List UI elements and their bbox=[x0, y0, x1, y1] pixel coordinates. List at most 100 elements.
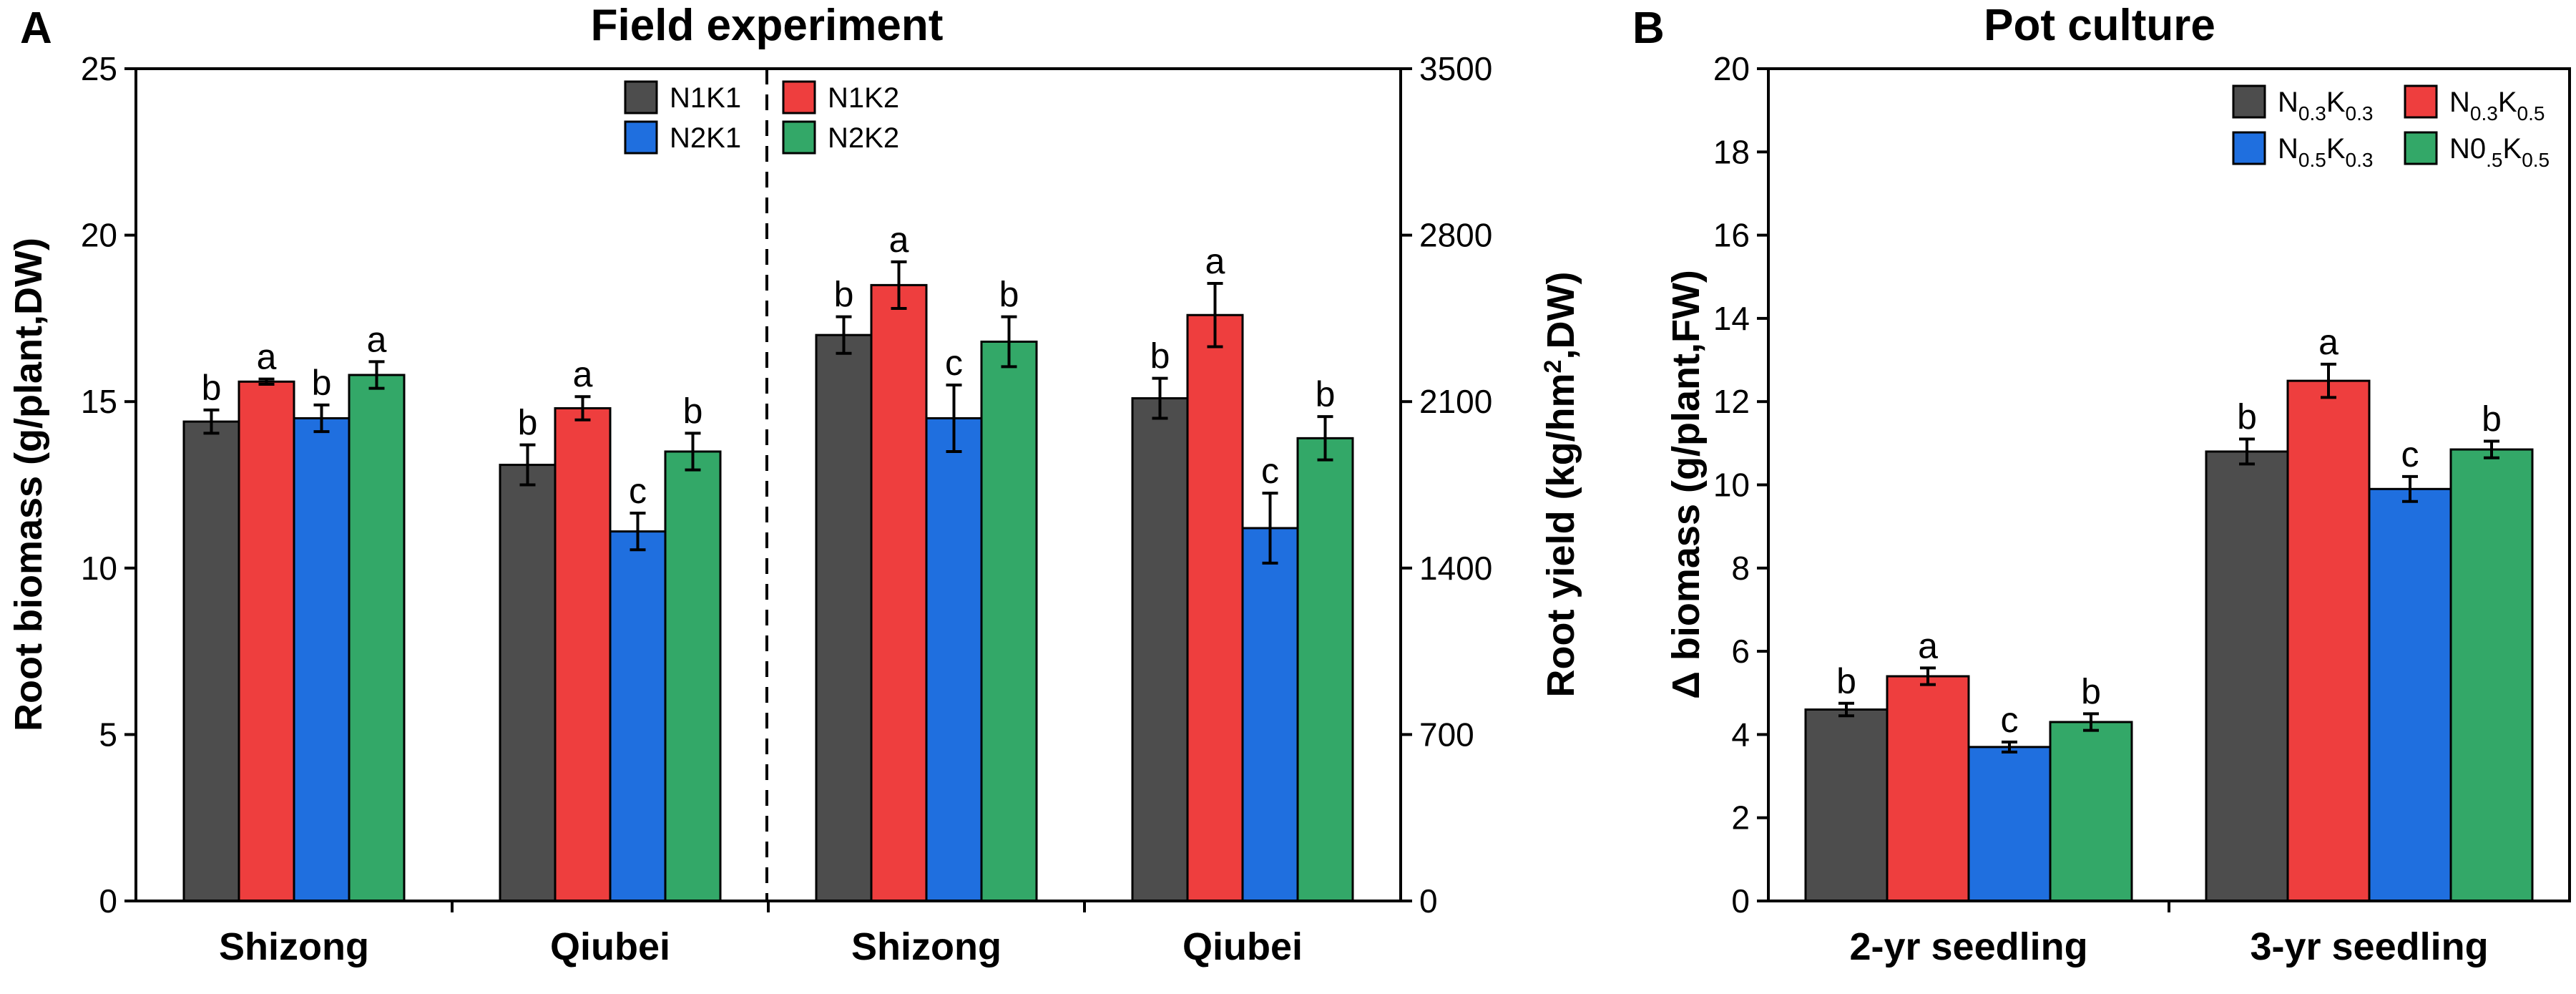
panel-b-y-axis-title: Δ biomass (g/plant,FW) bbox=[1665, 270, 1708, 699]
legend-text: K bbox=[2498, 87, 2517, 118]
panel-b-legend: N0.3K0.3 N0.3K0.5N0.5K0.3 N0.5K0.5 bbox=[2232, 84, 2550, 171]
bar-n2k1 bbox=[293, 416, 351, 902]
y-tick-label: 10 bbox=[1713, 467, 1750, 504]
y-tick-label: 12 bbox=[1713, 383, 1750, 420]
y-tick-label: 0 bbox=[99, 882, 117, 920]
legend-label: N2K1 bbox=[670, 122, 741, 154]
legend-label: N0.3K0.5 bbox=[2449, 87, 2545, 125]
y-tick-label: 8 bbox=[1731, 550, 1750, 587]
y-tick-label: 0 bbox=[1731, 882, 1750, 920]
significance-letter: c bbox=[1261, 451, 1279, 491]
bar-n1k1 bbox=[182, 420, 240, 902]
legend-subscript: 0.5 bbox=[2298, 149, 2326, 171]
bar-n1k2 bbox=[1886, 675, 1970, 902]
y-tick-label: 18 bbox=[1713, 133, 1750, 170]
y2-tick-label: 2100 bbox=[1419, 383, 1492, 420]
legend-subscript: 0.3 bbox=[2470, 102, 2498, 125]
significance-letter: b bbox=[312, 363, 332, 403]
y2-title-main: Root yield (kg/hm bbox=[1539, 373, 1582, 697]
y-tick-label: 20 bbox=[1713, 50, 1750, 87]
y2-tick-label: 1400 bbox=[1419, 550, 1492, 587]
panel-b-frame bbox=[1767, 67, 2571, 902]
panel-a-y2-axis-title: Root yield (kg/hm2,DW) bbox=[1539, 272, 1582, 698]
legend-text: K bbox=[2326, 133, 2346, 165]
x-category-label: Qiubei bbox=[1182, 925, 1303, 968]
legend-subscript: 0.3 bbox=[2346, 102, 2374, 125]
bar-n2k2 bbox=[980, 340, 1038, 902]
panel-a: A Field experiment 0 5 10 15 20 25 0 700 1400 210… bbox=[7, 1, 1582, 968]
panel-a-y-axis-title: Root biomass (g/plant,DW) bbox=[7, 238, 50, 731]
panel-a-legend: N1K1 N1K2 N2K1 N2K2 bbox=[624, 80, 899, 155]
x-category-label: Shizong bbox=[851, 925, 1001, 968]
bar-n1k2 bbox=[1186, 313, 1244, 902]
significance-letter: a bbox=[2318, 322, 2339, 362]
bar-n1k2 bbox=[870, 283, 928, 902]
legend-swatch-n2k1 bbox=[2232, 131, 2266, 165]
significance-letter: b bbox=[1836, 661, 1856, 701]
bar-n1k1 bbox=[1131, 397, 1189, 902]
y2-title-sup: 2 bbox=[1539, 360, 1567, 374]
panel-a-plot-area: 0 5 10 15 20 25 0 700 1400 2100 2800 3500 Shizong Qiu… bbox=[81, 50, 1493, 968]
x-category-label: Shizong bbox=[219, 925, 369, 968]
bar-n1k2 bbox=[554, 407, 612, 902]
legend-text: N bbox=[2278, 133, 2298, 165]
y2-title-tail: ,DW) bbox=[1539, 272, 1582, 360]
significance-letter: a bbox=[367, 319, 387, 359]
bar-n2k2 bbox=[1296, 437, 1354, 902]
significance-letter: b bbox=[683, 391, 703, 431]
significance-letter: b bbox=[202, 368, 222, 408]
bar-n1k2 bbox=[237, 380, 295, 902]
y-tick-label: 5 bbox=[99, 716, 117, 753]
panel-a-letter: A bbox=[20, 4, 52, 53]
significance-letter: a bbox=[1918, 625, 1938, 666]
y-tick-label: 14 bbox=[1713, 300, 1750, 337]
bar-n2k1 bbox=[609, 530, 667, 902]
bar-n1k2 bbox=[2286, 379, 2371, 902]
significance-letter: c bbox=[629, 471, 647, 511]
legend-swatch-n1k1 bbox=[624, 80, 658, 114]
legend-subscript: 0.3 bbox=[2298, 102, 2326, 125]
y2-tick-label: 2800 bbox=[1419, 217, 1492, 254]
y-tick-label: 16 bbox=[1713, 217, 1750, 254]
legend-subscript: 0.5 bbox=[2522, 149, 2550, 171]
legend-subscript: 0.3 bbox=[2346, 149, 2374, 171]
legend-label: N1K1 bbox=[670, 82, 741, 114]
significance-letter: c bbox=[2001, 700, 2019, 740]
legend-subscript: .5 bbox=[2486, 149, 2502, 171]
significance-letter: c bbox=[2401, 434, 2419, 474]
significance-letter: b bbox=[2237, 397, 2257, 437]
legend-swatch-n2k2 bbox=[2404, 131, 2438, 165]
significance-letter: a bbox=[1205, 241, 1225, 281]
bar-n2k1 bbox=[2368, 487, 2452, 902]
y2-tick-label: 3500 bbox=[1419, 50, 1492, 87]
y-tick-label: 25 bbox=[81, 50, 117, 87]
x-category-label: 2-yr seedling bbox=[1849, 925, 2087, 968]
y-tick-label: 6 bbox=[1731, 633, 1750, 670]
y2-tick-label: 700 bbox=[1419, 716, 1474, 753]
significance-letter: b bbox=[999, 275, 1019, 315]
significance-letter: b bbox=[518, 403, 538, 443]
panel-b-bars: b a c b b a c b bbox=[1804, 322, 2534, 902]
legend-label: N1K2 bbox=[828, 82, 899, 114]
legend-swatch-n2k1 bbox=[624, 120, 658, 155]
bar-n2k1 bbox=[925, 416, 983, 902]
legend-text: N bbox=[2278, 87, 2298, 118]
legend-text: N bbox=[2449, 87, 2470, 118]
significance-letter: a bbox=[889, 220, 909, 260]
bar-n1k1 bbox=[499, 464, 557, 902]
legend-swatch-n1k1 bbox=[2232, 84, 2266, 119]
legend-label: N0.5K0.3 bbox=[2278, 133, 2373, 171]
significance-letter: a bbox=[573, 354, 593, 394]
y2-tick-label: 0 bbox=[1419, 882, 1438, 920]
significance-letter: b bbox=[1150, 336, 1170, 376]
panel-b-title: Pot culture bbox=[1984, 1, 2215, 50]
legend-swatch-n1k2 bbox=[2404, 84, 2438, 119]
legend-swatch-n1k2 bbox=[782, 80, 816, 114]
bar-n1k1 bbox=[1804, 708, 1889, 902]
bar-n1k1 bbox=[2205, 450, 2289, 902]
panel-a-title: Field experiment bbox=[591, 1, 944, 50]
legend-label: N0.5K0.5 bbox=[2449, 133, 2550, 171]
significance-letter: b bbox=[1316, 374, 1336, 414]
